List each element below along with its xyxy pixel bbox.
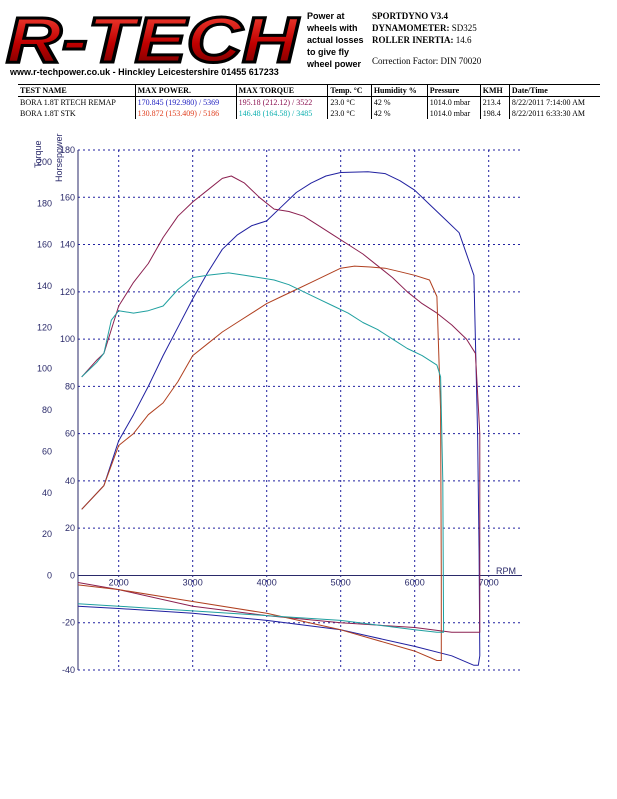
- horsepower-tick-label: -20: [62, 618, 75, 628]
- max-power: 130.872 (153.409) / 5186: [134, 108, 237, 119]
- table-header-row: TEST NAME MAX POWER. MAX TORQUE Temp. °C…: [18, 84, 600, 97]
- correction-factor: Correction Factor: DIN 70020: [372, 56, 482, 66]
- horsepower-tick-label: 120: [60, 287, 75, 297]
- column-header: Date/Time: [508, 84, 600, 97]
- torque-tick-label: 100: [37, 364, 52, 374]
- x-tick-label: 4000: [257, 577, 277, 587]
- x-tick-label: 5000: [331, 577, 351, 587]
- table-row: BORA 1.8T STK 130.872 (153.409) / 5186 1…: [18, 108, 600, 119]
- torque-tick-label: 60: [42, 446, 52, 456]
- website-contact: www.r-techpower.co.uk - Hinckley Leicest…: [10, 67, 279, 77]
- tagline-line: actual losses: [307, 35, 364, 45]
- horsepower-tick-label: 0: [70, 570, 75, 580]
- max-power: 170.845 (192.980) / 5369: [134, 96, 237, 108]
- horsepower-tick-label: 140: [60, 240, 75, 250]
- results-table: TEST NAME MAX POWER. MAX TORQUE Temp. °C…: [18, 84, 600, 119]
- tagline-line: wheel power: [307, 59, 362, 69]
- date-time: 8/22/2011 7:14:00 AM: [508, 96, 600, 108]
- column-header: KMH: [479, 84, 510, 97]
- column-header: TEST NAME: [18, 84, 136, 97]
- test-name: BORA 1.8T RTECH REMAP: [20, 98, 116, 107]
- table-row: BORA 1.8T RTECH REMAP 170.845 (192.980) …: [18, 96, 600, 108]
- chart-axes: [77, 150, 522, 670]
- torque-tick-label: 0: [47, 570, 52, 580]
- x-tick-label: 2000: [109, 577, 129, 587]
- horsepower-tick-label: 80: [65, 381, 75, 391]
- torque-tick-label: 180: [37, 198, 52, 208]
- max-torque: 195.18 (212.12) / 3522: [235, 96, 328, 108]
- chart-ticks: 2000 3000 4000 5000 6000 7000-40-200204060801…: [37, 145, 499, 675]
- temperature: 23.0 °C: [327, 108, 372, 119]
- roller-inertia-label: ROLLER INERTIA:: [372, 35, 454, 45]
- column-header: Temp. °C: [327, 84, 372, 97]
- column-header: MAX POWER.: [134, 84, 237, 97]
- torque-tick-label: 20: [42, 529, 52, 539]
- x-tick-label: 6000: [405, 577, 425, 587]
- roller-inertia-value: 14.6: [455, 35, 472, 45]
- chart-series: [77, 171, 481, 666]
- tagline-line: Power at: [307, 11, 345, 21]
- horsepower-tick-label: 40: [65, 476, 75, 486]
- torque-axis-label: Torque: [33, 140, 43, 168]
- column-header: Humidity %: [370, 84, 428, 97]
- torque-tick-label: 160: [37, 240, 52, 250]
- dyno-info: SPORTDYNO V3.4 DYNAMOMETER: SD325 ROLLER…: [372, 10, 477, 46]
- kmh: 198.4: [479, 108, 510, 119]
- torque-tick-label: 120: [37, 322, 52, 332]
- logo-text: R-TECH: [6, 6, 300, 68]
- torque-tick-label: 40: [42, 488, 52, 498]
- pressure: 1014.0 mbar: [426, 96, 481, 108]
- torque-tick-label: 140: [37, 281, 52, 291]
- kmh: 213.4: [479, 96, 510, 108]
- horsepower-axis-label: Horsepower: [54, 133, 64, 182]
- max-torque: 146.48 (164.58) / 3485: [235, 108, 328, 119]
- horsepower-tick-label: 160: [60, 192, 75, 202]
- dynamometer-label: DYNAMOMETER:: [372, 23, 450, 33]
- column-header: Pressure: [426, 84, 481, 97]
- series-line-4: [77, 272, 445, 633]
- x-axis-label: RPM: [496, 566, 516, 576]
- humidity: 42 %: [370, 108, 428, 119]
- column-header: MAX TORQUE: [235, 84, 328, 97]
- tagline-line: wheels with: [307, 23, 358, 33]
- pressure: 1014.0 mbar: [426, 108, 481, 119]
- series-line-3: [77, 265, 442, 661]
- horsepower-tick-label: 180: [60, 145, 75, 155]
- horsepower-tick-label: 60: [65, 429, 75, 439]
- horsepower-tick-label: 20: [65, 523, 75, 533]
- series-line-1: [77, 171, 481, 666]
- rtech-logo: R-TECH: [5, 6, 302, 68]
- dynamometer-value: SD325: [451, 23, 477, 33]
- horsepower-tick-label: 100: [60, 334, 75, 344]
- series-line-2: [77, 175, 481, 633]
- chart-grid: [78, 149, 522, 671]
- humidity: 42 %: [370, 96, 428, 108]
- tagline: Power at wheels with actual losses to gi…: [307, 10, 364, 70]
- temperature: 23.0 °C: [327, 96, 372, 108]
- software-version: SPORTDYNO V3.4: [372, 11, 449, 21]
- date-time: 8/22/2011 6:33:30 AM: [508, 108, 600, 119]
- test-name: BORA 1.8T STK: [20, 109, 76, 118]
- x-tick-label: 7000: [479, 577, 499, 587]
- horsepower-tick-label: -40: [62, 665, 75, 675]
- torque-tick-label: 80: [42, 405, 52, 415]
- tagline-line: to give fly: [307, 47, 350, 57]
- x-tick-label: 3000: [183, 577, 203, 587]
- torque-tick-label: 200: [37, 157, 52, 167]
